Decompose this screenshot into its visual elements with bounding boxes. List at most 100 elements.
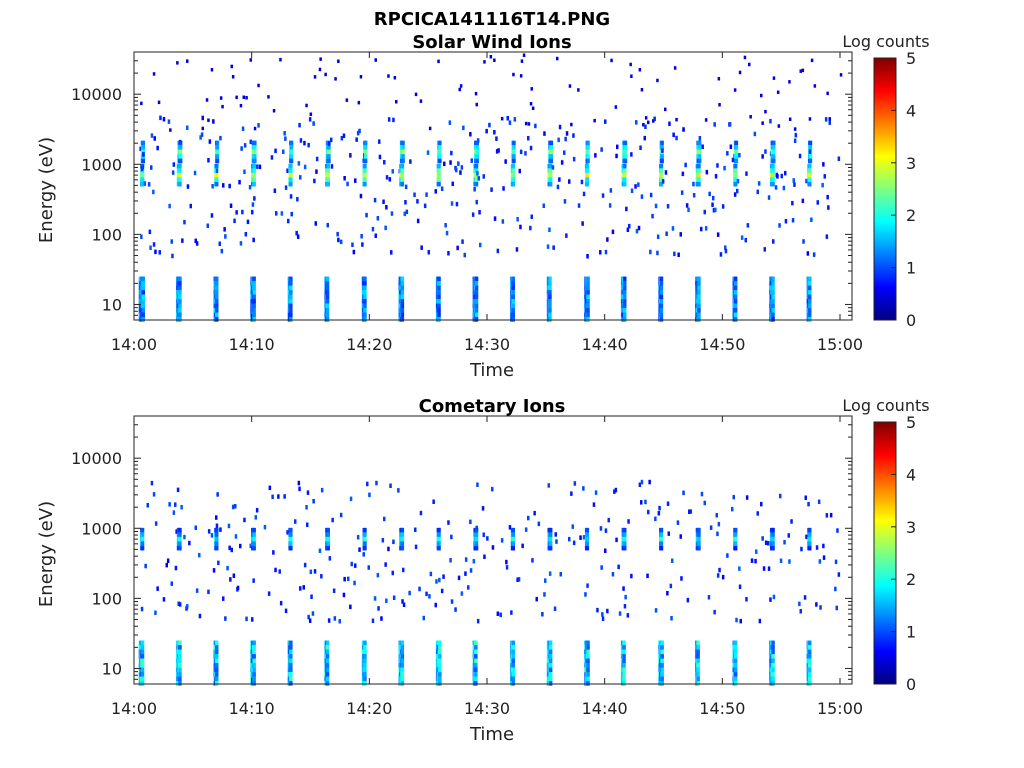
data-cell [302, 585, 305, 590]
data-cell [252, 299, 256, 304]
data-cell [703, 500, 706, 506]
data-cell [194, 525, 197, 530]
data-cell [384, 225, 387, 231]
data-cell [178, 145, 183, 150]
data-cell [153, 136, 156, 141]
data-cell [771, 172, 775, 178]
data-cell [659, 545, 664, 551]
data-cell [313, 569, 317, 574]
data-cell [808, 681, 812, 686]
data-cell [172, 510, 176, 515]
data-cell [401, 140, 405, 146]
data-cell [482, 174, 485, 179]
data-cell [325, 667, 330, 673]
data-cell [178, 541, 182, 546]
data-cell [733, 163, 738, 169]
data-cell [705, 169, 709, 175]
data-cell [438, 658, 442, 664]
data-cell [178, 640, 182, 646]
data-cell [560, 160, 564, 165]
data-cell [283, 494, 286, 499]
data-cell [289, 303, 293, 309]
data-cell [733, 276, 738, 282]
data-cell [186, 125, 189, 130]
data-cell [622, 681, 626, 686]
data-cell [585, 527, 590, 533]
data-cell [659, 317, 664, 322]
x-tick-label: 14:30 [464, 699, 510, 718]
data-cell [808, 654, 812, 659]
data-cell [794, 132, 798, 138]
data-cell [802, 239, 805, 244]
data-cell [669, 583, 673, 589]
colorbar-tick-label: 1 [906, 623, 916, 642]
data-cell [772, 76, 776, 80]
data-cell [140, 234, 143, 239]
spectrogram-cometary [138, 479, 841, 686]
data-cell [822, 543, 825, 549]
data-cell [733, 645, 738, 650]
data-cell [511, 545, 515, 551]
y-tick-label: 1000 [81, 519, 122, 538]
data-cell [738, 584, 742, 589]
data-cell [374, 58, 377, 62]
data-cell [400, 658, 405, 664]
data-cell [783, 540, 786, 545]
data-cell [289, 281, 293, 286]
data-cell [474, 308, 479, 313]
data-cell [767, 195, 771, 200]
data-cell [140, 172, 145, 178]
data-cell [665, 231, 668, 236]
data-cell [469, 519, 472, 525]
data-cell [390, 211, 394, 216]
data-cell [437, 177, 441, 182]
data-cell [761, 536, 764, 541]
figure-title: RPCICA141116T14.PNG [374, 9, 610, 30]
data-cell [413, 192, 416, 197]
data-cell [215, 515, 218, 520]
data-cell [289, 312, 293, 318]
data-cell [656, 234, 660, 239]
data-cell [253, 145, 257, 150]
data-cell [308, 618, 312, 623]
data-cell [586, 294, 590, 300]
data-cell [325, 649, 330, 655]
data-cell [570, 122, 573, 127]
data-cell [774, 185, 778, 190]
data-cell [644, 116, 648, 120]
data-cell [162, 597, 166, 602]
data-cell [215, 312, 219, 318]
data-cell [511, 163, 515, 169]
data-cell [582, 535, 586, 540]
panel-solar-wind-ions: Solar Wind Ions 14:00 14:10 14:20 14:30 14:4… [36, 32, 930, 381]
data-cell [697, 149, 702, 155]
data-cell [289, 140, 294, 146]
x-tick-label: 14:10 [229, 335, 275, 354]
data-cell [771, 663, 775, 668]
data-cell [586, 640, 590, 646]
data-cell [347, 576, 350, 582]
data-cell [404, 184, 408, 190]
data-cell [467, 585, 470, 590]
data-cell [274, 148, 277, 154]
data-cell [476, 138, 480, 143]
data-cell [141, 303, 145, 309]
data-cell [455, 201, 459, 207]
data-cell [704, 226, 708, 231]
data-cell [552, 245, 555, 250]
data-cell [659, 177, 664, 182]
x-tick-label: 14:20 [346, 699, 392, 718]
data-cell [363, 676, 367, 682]
data-cell [438, 667, 442, 673]
data-cell [535, 596, 538, 602]
data-cell [703, 209, 706, 215]
data-cell [666, 591, 669, 596]
data-cell [511, 527, 515, 533]
data-cell [601, 612, 604, 617]
data-cell [280, 211, 284, 216]
data-cell [475, 154, 479, 159]
data-cell [327, 158, 331, 164]
data-cell [354, 563, 357, 568]
data-cell [384, 562, 387, 567]
data-cell [215, 294, 219, 300]
